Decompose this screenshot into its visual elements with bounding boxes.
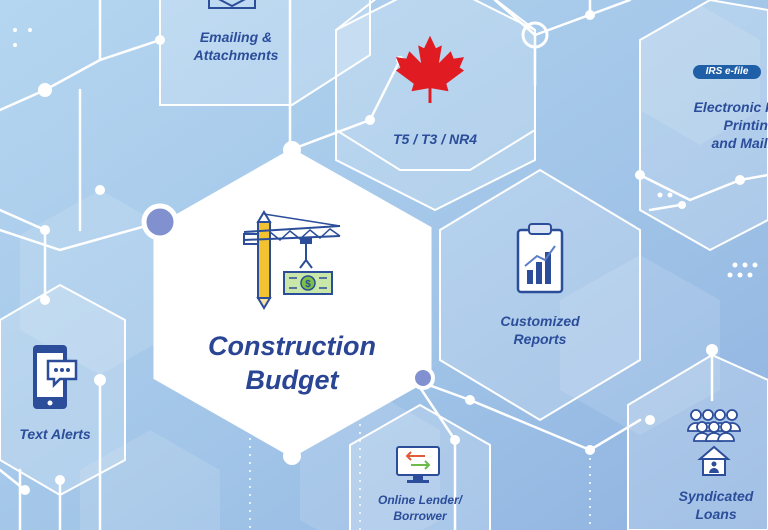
maple-leaf-icon xyxy=(395,35,465,104)
construction-budget-label: Construction Budget xyxy=(208,331,376,395)
smartphone-chat-icon xyxy=(33,345,78,409)
crane-icon: $ xyxy=(243,210,341,310)
text-alerts-label: Text Alerts xyxy=(19,426,91,442)
group-house-icon xyxy=(687,409,741,476)
envelope-icon xyxy=(208,0,256,9)
svg-text:$: $ xyxy=(305,279,311,290)
efile-label: Electronic Filing, Printing and Mailing xyxy=(693,99,768,152)
reports-label: Customized Reports xyxy=(500,313,580,348)
monitor-transfer-icon xyxy=(396,446,440,483)
irs-efile-logo: IRS e-file xyxy=(693,65,761,79)
syndicated-label: Syndicated Loans xyxy=(678,488,754,523)
clipboard-chart-icon xyxy=(516,223,564,294)
t5-label: T5 / T3 / NR4 xyxy=(392,131,478,147)
lender-label: Online Lender/ Borrower xyxy=(377,493,462,523)
emailing-label: Emailing & Attachments xyxy=(193,29,279,64)
